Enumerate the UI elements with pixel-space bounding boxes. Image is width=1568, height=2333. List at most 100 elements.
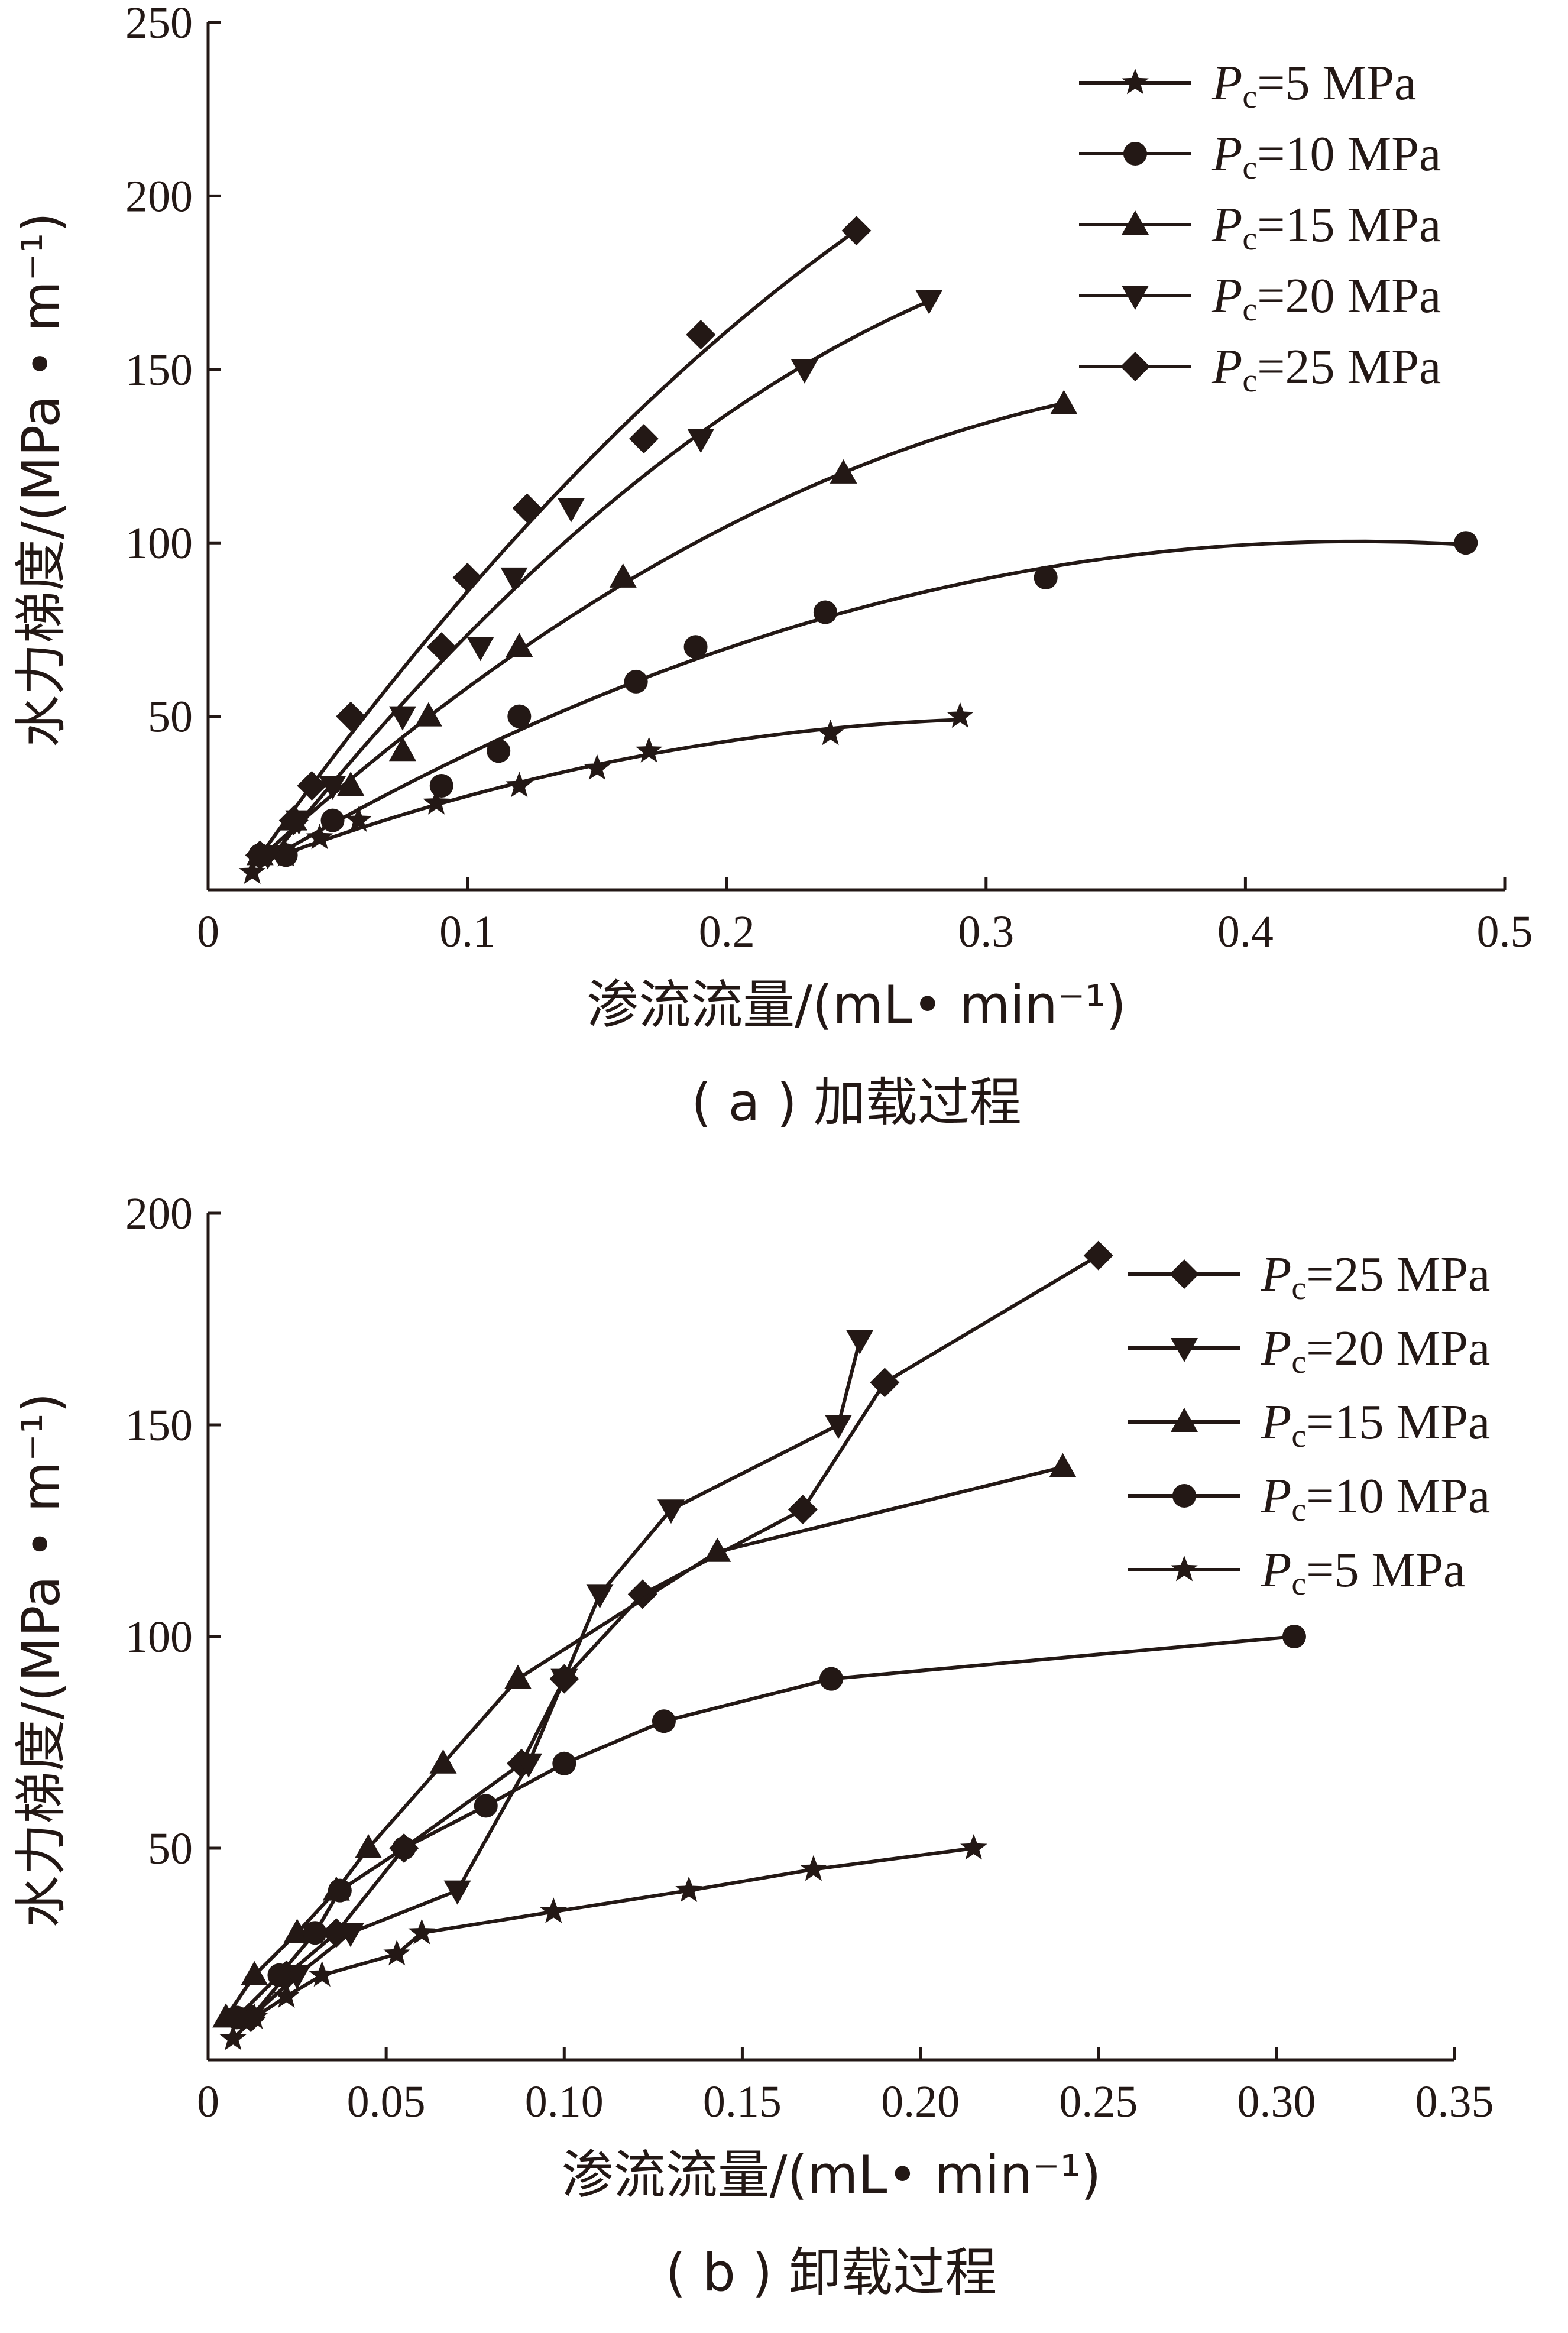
x-tick-label: 0.25 bbox=[1059, 2077, 1138, 2127]
x-tick-label: 0.35 bbox=[1415, 2077, 1494, 2127]
x-tick-label: 0.05 bbox=[347, 2077, 426, 2127]
y-tick-label: 150 bbox=[125, 1401, 193, 1450]
legend-marker bbox=[1120, 352, 1150, 381]
data-point bbox=[320, 808, 345, 832]
data-point bbox=[687, 429, 715, 453]
legend-label: Pc=25 MPa bbox=[1261, 1247, 1490, 1307]
data-point bbox=[426, 632, 456, 662]
data-point bbox=[1049, 1453, 1077, 1477]
data-point bbox=[830, 459, 857, 484]
legend-entry: Pc=20 MPa bbox=[1128, 1321, 1490, 1381]
panel-b-unloading: 0 0.05 0.10 0.15 0.20 0.25 0.30 0.35 50 100 150 200… bbox=[11, 1189, 1494, 2303]
legend-entry: Pc=25 MPa bbox=[1128, 1247, 1490, 1307]
data-point bbox=[241, 2003, 268, 2029]
series-triangle-down bbox=[254, 290, 943, 870]
data-point bbox=[609, 563, 637, 588]
data-point bbox=[507, 704, 532, 728]
y-tick-label: 50 bbox=[148, 692, 193, 742]
data-point bbox=[1034, 565, 1058, 589]
data-point bbox=[704, 1537, 731, 1562]
data-point bbox=[846, 1330, 874, 1355]
y-tick-label: 200 bbox=[125, 171, 193, 221]
data-point bbox=[635, 737, 663, 763]
legend-marker bbox=[1171, 1556, 1198, 1582]
data-point bbox=[657, 1499, 685, 1524]
data-point bbox=[683, 635, 708, 659]
data-point bbox=[915, 290, 943, 315]
x-axis-label: 渗流流量/(mL• min⁻¹) bbox=[587, 974, 1126, 1035]
x-tick-label: 0.3 bbox=[958, 907, 1014, 957]
data-point bbox=[336, 1923, 364, 1948]
data-point bbox=[355, 1834, 383, 1858]
data-point bbox=[558, 498, 585, 523]
data-point bbox=[487, 739, 511, 763]
legend-entry: Pc=5 MPa bbox=[1079, 56, 1416, 115]
x-tick-label: 0.30 bbox=[1237, 2077, 1316, 2127]
series-circle bbox=[225, 1625, 1306, 2030]
y-tick-label: 200 bbox=[125, 1189, 193, 1239]
legend-marker bbox=[1171, 1408, 1198, 1432]
data-point bbox=[586, 1584, 614, 1609]
data-point bbox=[388, 737, 416, 762]
fit-curve bbox=[258, 401, 1065, 860]
x-tick-label: 0.15 bbox=[703, 2077, 782, 2127]
data-point bbox=[504, 1664, 532, 1689]
data-point bbox=[627, 1579, 657, 1609]
legend-label: Pc=25 MPa bbox=[1211, 339, 1441, 399]
legend-marker bbox=[1122, 286, 1149, 310]
data-point bbox=[841, 216, 872, 246]
data-point bbox=[303, 1921, 327, 1945]
data-point bbox=[1050, 390, 1078, 414]
fit-curve bbox=[251, 718, 961, 868]
data-point bbox=[947, 702, 974, 728]
panel-caption: ( b ) 卸载过程 bbox=[666, 2242, 997, 2303]
fit-curve bbox=[258, 229, 858, 857]
data-point bbox=[817, 719, 844, 746]
data-point bbox=[241, 1961, 268, 1985]
legend: Pc=25 MPa Pc=20 MPa Pc=15 MPa Pc=10 MPa Pc=5… bbox=[1128, 1247, 1490, 1602]
legend-marker bbox=[1171, 1338, 1198, 1362]
data-point bbox=[238, 858, 266, 884]
series-diamond bbox=[245, 216, 872, 870]
fit-curve bbox=[259, 539, 1466, 867]
legend-label: Pc=20 MPa bbox=[1261, 1321, 1490, 1381]
legend-entry: Pc=10 MPa bbox=[1128, 1469, 1490, 1528]
data-point bbox=[308, 1961, 336, 1987]
y-tick-label: 250 bbox=[125, 0, 193, 48]
legend-label: Pc=10 MPa bbox=[1261, 1469, 1490, 1528]
data-point bbox=[429, 1749, 457, 1774]
data-point bbox=[813, 600, 837, 624]
data-point bbox=[960, 1834, 987, 1860]
data-point bbox=[383, 1940, 410, 1966]
data-point bbox=[474, 1794, 498, 1818]
data-point bbox=[337, 771, 365, 796]
x-tick-label: 0 bbox=[197, 2077, 219, 2127]
legend-entry: Pc=5 MPa bbox=[1128, 1543, 1465, 1602]
legend-label: Pc=10 MPa bbox=[1211, 127, 1441, 186]
data-point bbox=[515, 1753, 543, 1778]
y-tick-label: 100 bbox=[125, 519, 193, 568]
data-point bbox=[388, 706, 416, 731]
panel-caption: ( a ) 加载过程 bbox=[691, 1072, 1022, 1133]
data-point bbox=[506, 772, 533, 798]
legend-label: Pc=5 MPa bbox=[1211, 56, 1416, 115]
data-point bbox=[273, 1982, 300, 2008]
legend-entry: Pc=15 MPa bbox=[1128, 1395, 1490, 1454]
data-point bbox=[819, 1667, 843, 1691]
data-point bbox=[825, 1415, 853, 1439]
panel-a-loading: 0 0.1 0.2 0.3 0.4 0.5 50 100 150 200 250 渗流流量/(mL• … bbox=[11, 0, 1533, 1133]
data-point bbox=[506, 633, 533, 657]
series-line bbox=[250, 1340, 862, 2019]
data-point bbox=[336, 701, 366, 731]
data-point bbox=[345, 806, 372, 832]
data-point bbox=[675, 1876, 702, 1902]
x-tick-label: 0.10 bbox=[525, 2077, 604, 2127]
data-point bbox=[800, 1855, 827, 1881]
data-point bbox=[1282, 1625, 1306, 1648]
legend-entry: Pc=25 MPa bbox=[1079, 339, 1441, 399]
x-tick-label: 0.5 bbox=[1477, 907, 1533, 957]
legend-marker bbox=[1169, 1259, 1199, 1289]
series-circle bbox=[248, 531, 1478, 867]
legend-marker bbox=[1172, 1484, 1196, 1508]
